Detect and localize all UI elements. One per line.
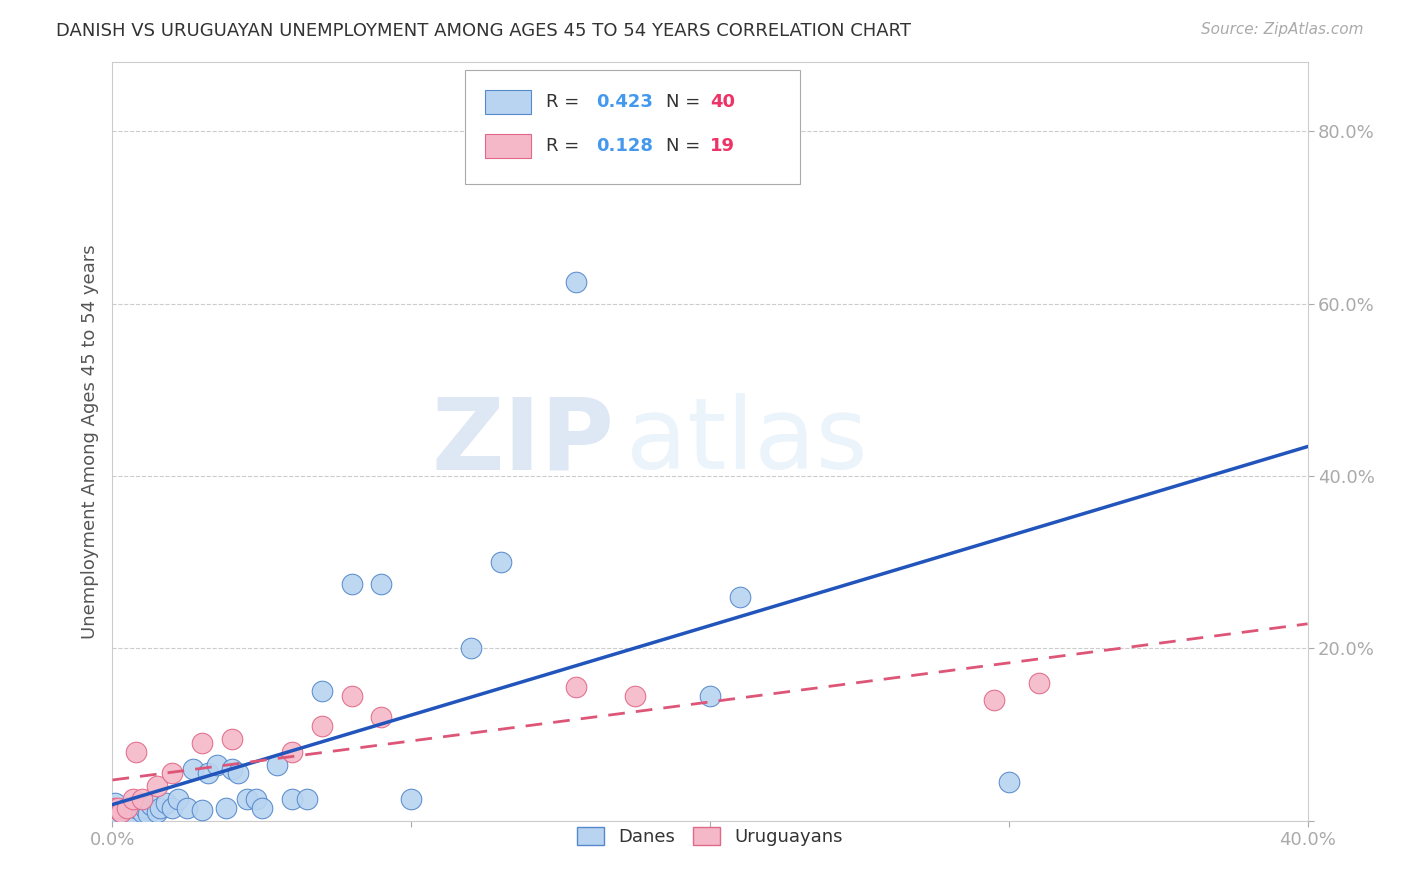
Point <box>226 766 249 780</box>
Point <box>281 792 304 806</box>
Point <box>131 805 153 819</box>
Point <box>125 801 148 815</box>
Point <box>205 757 228 772</box>
Point <box>104 801 127 815</box>
Point <box>107 801 129 815</box>
Point <box>564 275 586 289</box>
Point <box>167 792 190 806</box>
Point <box>564 680 586 694</box>
Point <box>146 805 169 819</box>
Point <box>176 801 198 815</box>
Point <box>141 798 163 813</box>
Point <box>624 689 647 703</box>
Point <box>236 792 259 806</box>
Point <box>983 693 1005 707</box>
Point <box>221 762 243 776</box>
Point <box>146 779 169 793</box>
Point <box>250 801 273 815</box>
Point <box>197 766 219 780</box>
Point <box>370 576 392 591</box>
Point <box>149 801 172 815</box>
Text: 40: 40 <box>710 93 735 111</box>
Point <box>117 801 139 815</box>
Point <box>281 745 304 759</box>
Text: N =: N = <box>666 93 706 111</box>
FancyBboxPatch shape <box>485 134 531 158</box>
Point <box>1028 675 1050 690</box>
Point <box>728 590 751 604</box>
Text: DANISH VS URUGUAYAN UNEMPLOYMENT AMONG AGES 45 TO 54 YEARS CORRELATION CHART: DANISH VS URUGUAYAN UNEMPLOYMENT AMONG A… <box>56 22 911 40</box>
Point <box>122 806 145 821</box>
Point <box>245 792 267 806</box>
Point <box>998 775 1021 789</box>
Text: 0.423: 0.423 <box>596 93 654 111</box>
Text: Source: ZipAtlas.com: Source: ZipAtlas.com <box>1201 22 1364 37</box>
Point <box>110 805 132 819</box>
Text: ZIP: ZIP <box>432 393 614 490</box>
Point <box>699 689 721 703</box>
Point <box>370 710 392 724</box>
Point <box>191 736 214 750</box>
Point <box>125 745 148 759</box>
Text: atlas: atlas <box>627 393 868 490</box>
Point <box>104 797 127 811</box>
Point <box>401 792 423 806</box>
Point <box>311 719 333 733</box>
Point <box>110 805 132 819</box>
Point <box>191 803 214 817</box>
FancyBboxPatch shape <box>465 70 800 184</box>
Point <box>162 766 183 780</box>
Point <box>138 806 160 821</box>
Text: N =: N = <box>666 136 706 155</box>
FancyBboxPatch shape <box>485 90 531 114</box>
Point <box>340 576 363 591</box>
Point <box>340 689 363 703</box>
Text: R =: R = <box>547 93 585 111</box>
Point <box>162 801 183 815</box>
Point <box>215 801 238 815</box>
Point <box>460 641 482 656</box>
Point <box>489 555 512 569</box>
Point <box>311 684 333 698</box>
Point <box>134 801 156 815</box>
Point <box>181 762 204 776</box>
Text: 0.128: 0.128 <box>596 136 654 155</box>
Point <box>128 797 150 811</box>
Text: R =: R = <box>547 136 585 155</box>
Point <box>122 792 145 806</box>
Point <box>131 792 153 806</box>
Point <box>295 792 318 806</box>
Text: 19: 19 <box>710 136 735 155</box>
Point <box>266 757 288 772</box>
Point <box>117 801 139 815</box>
Point <box>221 731 243 746</box>
Y-axis label: Unemployment Among Ages 45 to 54 years: Unemployment Among Ages 45 to 54 years <box>80 244 98 639</box>
Point <box>104 805 127 819</box>
Point <box>155 797 177 811</box>
Legend: Danes, Uruguayans: Danes, Uruguayans <box>569 820 851 854</box>
